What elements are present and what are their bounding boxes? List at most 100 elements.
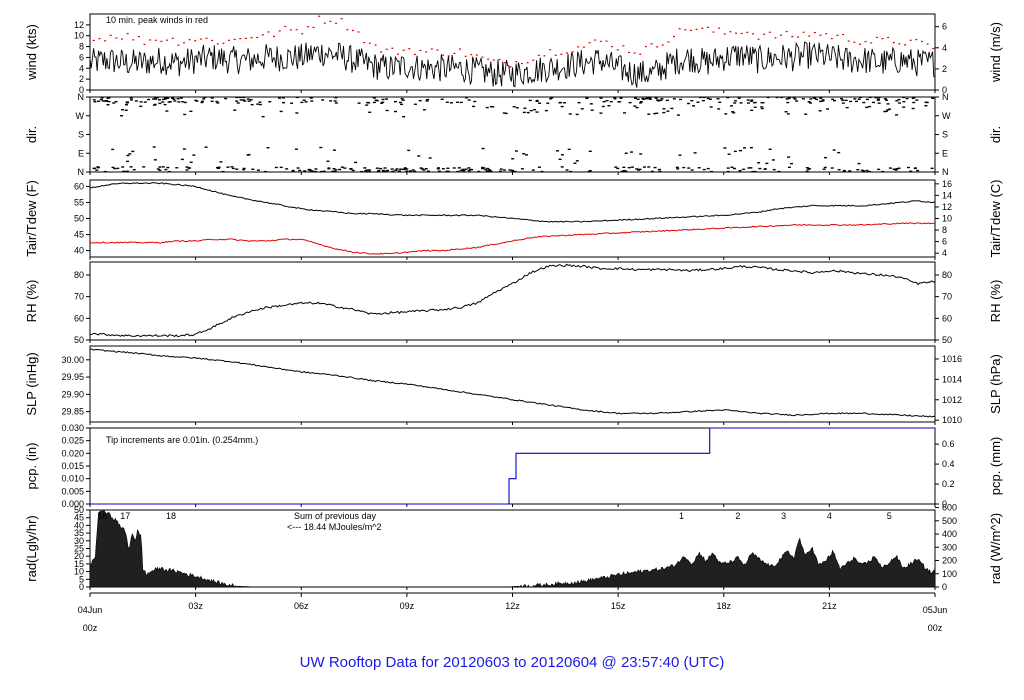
radiation-area — [89, 509, 936, 588]
y-tick-label: 10 — [74, 567, 84, 577]
y-tick-label-right: 14 — [942, 190, 952, 200]
y-tick-label: 30 — [74, 536, 84, 546]
y-tick-label-right: 2 — [942, 64, 947, 74]
humidity-panel: 50 60 70 80 50 60 70 80 RH (%) RH (%) — [24, 261, 1003, 345]
y-tick-label: 2 — [79, 74, 84, 84]
y-tick-label: N — [78, 167, 85, 177]
y-tick-label: 0.030 — [61, 423, 84, 433]
y-tick-label: 60 — [74, 181, 84, 191]
solar-hour-label: 1 — [679, 511, 684, 521]
y-tick-label-right: 0 — [942, 499, 947, 509]
y-tick-label-right: 1010 — [942, 415, 962, 425]
wind-speed-line — [89, 41, 936, 88]
y-axis-label-right: wind (m/s) — [988, 22, 1003, 83]
panel-frame — [89, 345, 936, 423]
end-time-label: 00z — [928, 623, 943, 633]
y-axis-label-left: dir. — [24, 126, 39, 143]
y-tick-label-right: 0 — [942, 85, 947, 95]
x-tick-label: 15z — [611, 601, 626, 611]
solar-hour-label: 16 — [97, 511, 107, 521]
y-tick-label: 30.00 — [61, 355, 84, 365]
y-tick-label: E — [78, 148, 84, 158]
x-tick-label: 12z — [505, 601, 520, 611]
x-tick-label: 06z — [294, 601, 309, 611]
precip-note: Tip increments are 0.01in. (0.254mm.) — [106, 435, 258, 445]
solar-hour-label: 5 — [887, 511, 892, 521]
precipitation-line — [90, 427, 935, 505]
y-tick-label: 0 — [79, 582, 84, 592]
y-tick-label: 0.025 — [61, 436, 84, 446]
humidity-line — [89, 263, 936, 338]
y-tick-label-right: E — [942, 148, 948, 158]
y-axis-label-left: pcp. (in) — [24, 443, 39, 490]
solar-hour-label: 17 — [120, 511, 130, 521]
y-tick-label-right: S — [942, 130, 948, 140]
solar-hour-label: 3 — [781, 511, 786, 521]
panel-frame — [89, 96, 936, 173]
y-tick-label-right: 6 — [942, 22, 947, 32]
y-tick-label: 0 — [79, 85, 84, 95]
y-tick-label-right: 500 — [942, 516, 957, 526]
y-tick-label: 50 — [74, 505, 84, 515]
peak-wind-note: 10 min. peak winds in red — [106, 15, 208, 25]
air-temperature-line — [89, 182, 936, 223]
y-tick-label-right: 300 — [942, 542, 957, 552]
y-tick-label-right: 6 — [942, 237, 947, 247]
y-tick-label-right: N — [942, 167, 949, 177]
precipitation-panel: 0.000 0.005 0.010 0.015 0.020 0.025 0.030 0 0.2 0… — [24, 423, 1003, 509]
y-tick-label: 0.000 — [61, 499, 84, 509]
y-axis-label-left: SLP (inHg) — [24, 352, 39, 415]
solar-hour-label: 18 — [166, 511, 176, 521]
pressure-line — [89, 348, 936, 418]
y-tick-label: 50 — [74, 335, 84, 345]
y-tick-label: 80 — [74, 270, 84, 280]
y-tick-label: 50 — [74, 214, 84, 224]
y-axis-label-right: RH (%) — [988, 280, 1003, 323]
y-tick-label-right: 70 — [942, 292, 952, 302]
y-axis-label-left: RH (%) — [24, 280, 39, 323]
y-tick-label: 55 — [74, 197, 84, 207]
y-tick-label: 40 — [74, 246, 84, 256]
y-tick-label: 0.010 — [61, 474, 84, 484]
y-tick-label: 40 — [74, 520, 84, 530]
x-tick-label: 18z — [716, 601, 731, 611]
y-axis-label-right: rad (W/m^2) — [988, 513, 1003, 584]
start-time-label: 00z — [83, 623, 98, 633]
y-axis-label-left: Tair/Tdew (F) — [24, 180, 39, 257]
y-tick-label: 29.95 — [61, 372, 84, 382]
x-tick-label: 09z — [400, 601, 415, 611]
y-tick-label: 45 — [74, 513, 84, 523]
y-tick-label-right: 0.6 — [942, 439, 955, 449]
y-axis-label-right: pcp. (mm) — [988, 437, 1003, 496]
y-tick-label: 15 — [74, 559, 84, 569]
y-tick-label: 20 — [74, 551, 84, 561]
chart-footer: UW Rooftop Data for 20120603 to 20120604… — [300, 654, 725, 671]
pressure-panel: 29.85 29.90 29.95 30.00 1010 1012 1014 1016 SLP … — [24, 345, 1003, 425]
solar-hour-label: 2 — [735, 511, 740, 521]
y-tick-label: 70 — [74, 292, 84, 302]
start-date-label: 04Jun — [78, 605, 103, 615]
y-tick-label-right: 8 — [942, 225, 947, 235]
radiation-note-line2: <--- 18.44 MJoules/m^2 — [287, 522, 382, 532]
y-tick-label: N — [78, 92, 85, 102]
y-tick-label-right: 50 — [942, 335, 952, 345]
y-tick-label: 45 — [74, 230, 84, 240]
y-tick-label: 12 — [74, 20, 84, 30]
y-tick-label: 35 — [74, 528, 84, 538]
solar-hour-label: 4 — [827, 511, 832, 521]
y-tick-label-right: 1016 — [942, 354, 962, 364]
y-axis-label-right: Tair/Tdew (C) — [988, 179, 1003, 257]
y-tick-label: 29.90 — [61, 389, 84, 399]
y-tick-label: 10 — [74, 31, 84, 41]
x-tick-label: 03z — [188, 601, 203, 611]
y-axis-label-right: dir. — [988, 126, 1003, 143]
y-axis-label-left: wind (kts) — [24, 24, 39, 81]
y-tick-label: 5 — [79, 574, 84, 584]
y-tick-label-right: 4 — [942, 248, 947, 258]
time-axis: 03z 06z 09z 12z 15z 18z 21z 04Jun 00z 05Jun 00z — [78, 592, 947, 633]
